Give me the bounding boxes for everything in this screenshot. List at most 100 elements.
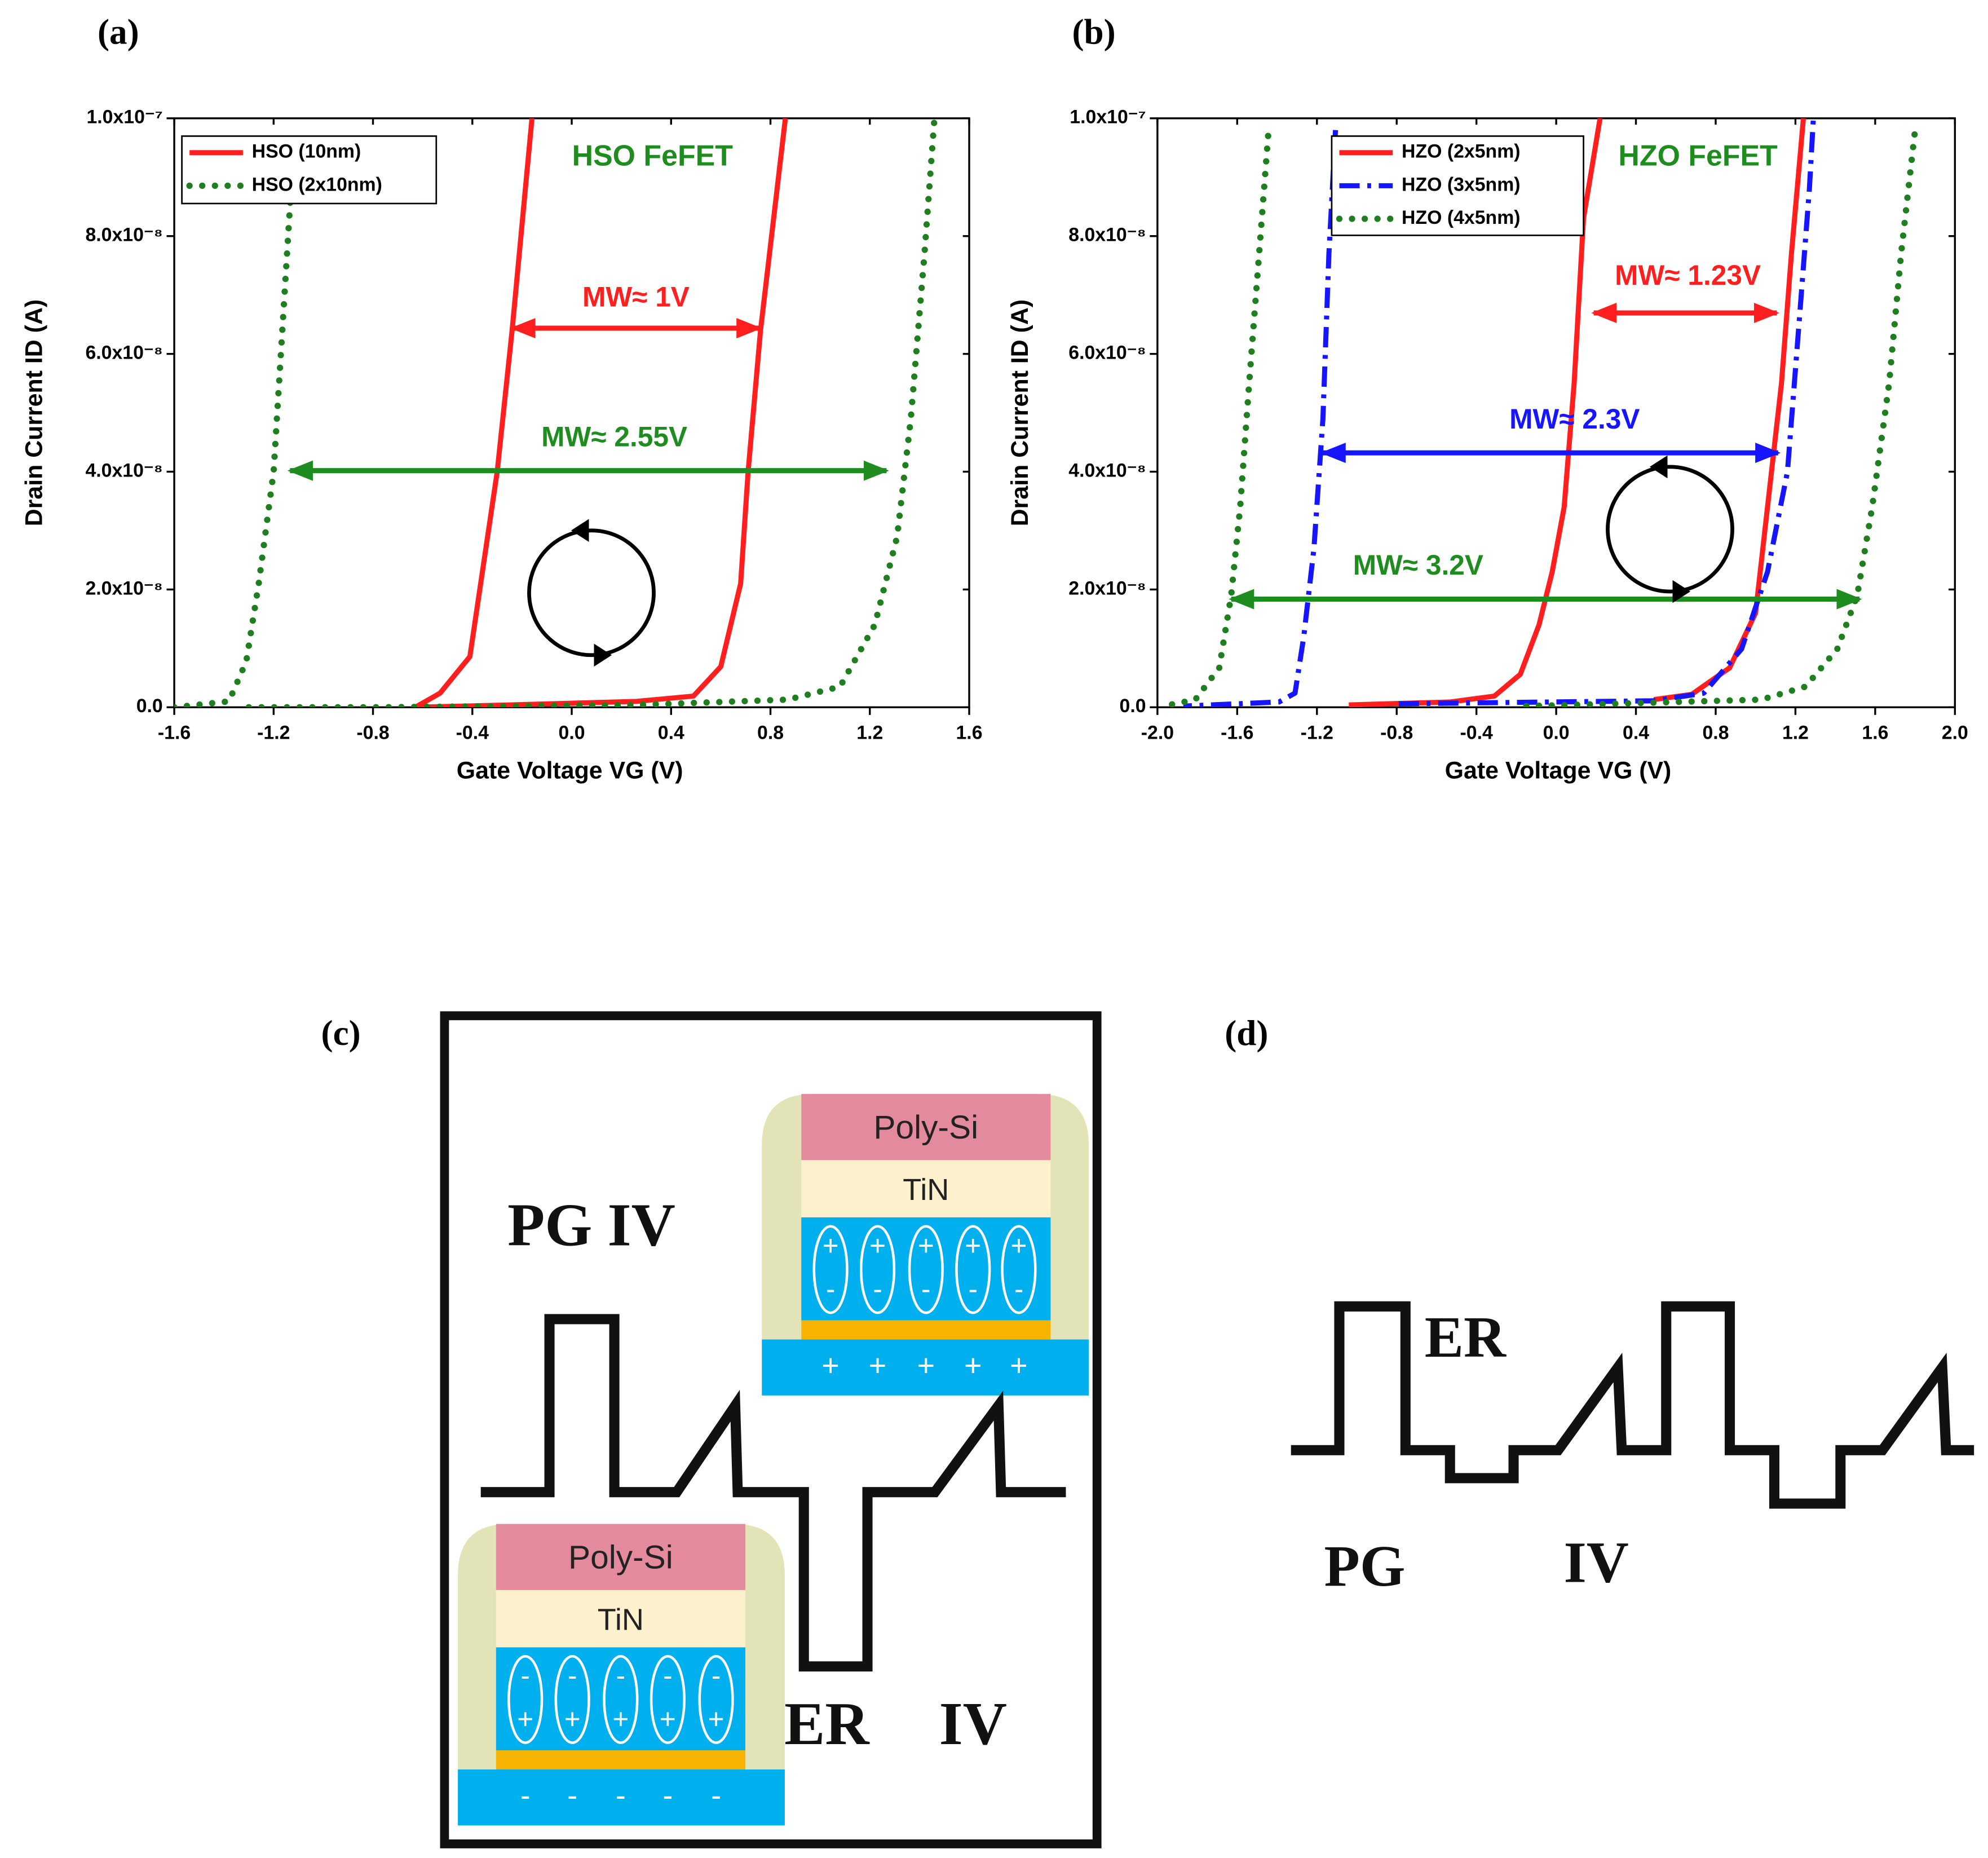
tin — [496, 1590, 745, 1648]
dipole-sign: - — [616, 1660, 626, 1692]
layer-label: Poly-Si — [568, 1539, 673, 1575]
x-tick-label: 1.2 — [1782, 722, 1809, 744]
plot-frame — [173, 117, 970, 708]
y-axis-label: Drain Current ID (A) — [20, 299, 47, 526]
y-tick-label: 1.0x10⁻⁷ — [1070, 107, 1146, 128]
x-tick-label: 0.8 — [1702, 722, 1729, 744]
dipole — [908, 1225, 944, 1314]
panel-label: (a) — [98, 12, 139, 52]
dipole-sign: + — [564, 1703, 581, 1735]
x-tick-label: -0.4 — [456, 722, 489, 744]
series-line — [1160, 127, 1919, 708]
x-tick-label: 0.0 — [1543, 722, 1570, 744]
wave-label: IV — [1564, 1530, 1629, 1595]
y-tick-label: 8.0x10⁻⁸ — [1068, 224, 1146, 246]
y-tick-label: 2.0x10⁻⁸ — [1068, 577, 1146, 599]
wave-label: ER — [1425, 1305, 1507, 1370]
legend-label: HZO (4x5nm) — [1402, 207, 1521, 228]
legend-box — [181, 135, 438, 205]
dipole-sign: - — [873, 1273, 882, 1305]
substrate — [458, 1769, 785, 1826]
dipole-sign: - — [969, 1273, 978, 1305]
substrate-sign: + — [917, 1348, 935, 1382]
legend-label: HSO (2x10nm) — [252, 174, 382, 195]
y-tick-label: 0.0 — [1120, 695, 1146, 717]
dipole-sign: + — [612, 1703, 629, 1735]
panel-label: (b) — [1072, 12, 1115, 52]
x-tick-label: -0.8 — [1380, 722, 1413, 744]
dipole-sign: + — [869, 1230, 886, 1261]
legend-label: HSO (10nm) — [252, 141, 361, 162]
loop-arrow — [1672, 580, 1691, 603]
x-tick-label: 2.0 — [1942, 722, 1968, 744]
substrate-sign: - — [567, 1778, 577, 1812]
y-tick-label: 2.0x10⁻⁸ — [85, 577, 162, 599]
series-line — [412, 118, 788, 708]
x-tick-label: 0.4 — [1623, 722, 1649, 744]
legend-label: HZO (2x5nm) — [1402, 141, 1521, 162]
y-tick-label: 6.0x10⁻⁸ — [1068, 342, 1146, 364]
y-tick-label: 8.0x10⁻⁸ — [85, 224, 162, 246]
annotation: HSO FeFET — [572, 139, 734, 171]
y-tick-label: 1.0x10⁻⁷ — [86, 107, 162, 128]
layer-label: TiN — [598, 1603, 644, 1637]
series-line — [174, 118, 938, 708]
dipole — [812, 1225, 849, 1314]
tin — [801, 1160, 1051, 1217]
dipole-sign: + — [1010, 1230, 1027, 1261]
annotation: MW≈ 3.2V — [1353, 549, 1483, 581]
x-tick-label: -1.2 — [257, 722, 290, 744]
x-tick-label: 0.0 — [559, 722, 585, 744]
panel-label: (d) — [1225, 1013, 1268, 1053]
x-axis-label: Gate Voltage VG (V) — [457, 757, 683, 784]
loop-symbol — [1606, 465, 1734, 594]
loop-arrow — [1649, 455, 1668, 479]
x-tick-label: -0.4 — [1460, 722, 1493, 744]
substrate-sign: + — [1010, 1348, 1028, 1382]
substrate-sign: - — [662, 1778, 673, 1812]
panel-label: (c) — [321, 1013, 361, 1053]
dipole-sign: + — [823, 1230, 839, 1261]
poly-si — [801, 1094, 1051, 1160]
x-tick-label: -1.6 — [158, 722, 191, 744]
dipole — [650, 1654, 686, 1744]
y-axis-label: Drain Current ID (A) — [1006, 299, 1033, 526]
annotation: MW≈ 2.55V — [541, 421, 687, 452]
y-tick-label: 4.0x10⁻⁸ — [1068, 460, 1146, 481]
x-tick-label: 1.6 — [1862, 722, 1888, 744]
dipole-sign: - — [663, 1660, 673, 1692]
dipole — [698, 1654, 734, 1744]
dipole — [1001, 1225, 1037, 1314]
x-axis-label: Gate Voltage VG (V) — [1445, 757, 1672, 784]
dipole-sign: - — [921, 1273, 931, 1305]
x-tick-label: 1.6 — [956, 722, 982, 744]
dipole-sign: - — [568, 1660, 577, 1692]
dipole — [603, 1654, 639, 1744]
annotation: HZO FeFET — [1618, 139, 1778, 171]
annotation: MW≈ 2.3V — [1509, 403, 1640, 435]
annotation: MW≈ 1V — [582, 281, 690, 312]
dipole-sign: + — [708, 1703, 724, 1735]
wave-label: PG — [1324, 1534, 1406, 1599]
loop-arrow — [571, 519, 589, 542]
dipole-sign: - — [1014, 1273, 1024, 1305]
waveform — [480, 1314, 1066, 1672]
ferroelectric — [496, 1647, 745, 1751]
poly-si — [496, 1524, 745, 1590]
substrate-sign: + — [821, 1348, 840, 1382]
substrate-sign: - — [616, 1778, 626, 1812]
x-tick-label: 0.4 — [658, 722, 684, 744]
x-tick-label: -1.2 — [1301, 722, 1333, 744]
layer-label: TiN — [903, 1173, 949, 1207]
substrate-sign: - — [520, 1778, 531, 1812]
substrate-sign: + — [869, 1348, 887, 1382]
dipole-sign: + — [965, 1230, 981, 1261]
dipole-sign: + — [517, 1703, 533, 1735]
wave-label: IV — [939, 1691, 1007, 1758]
x-tick-label: -1.6 — [1221, 722, 1253, 744]
loop-symbol — [527, 528, 656, 657]
x-tick-label: 1.2 — [856, 722, 883, 744]
dipole — [507, 1654, 544, 1744]
annotation: MW≈ 1.23V — [1615, 259, 1761, 291]
interlayer — [801, 1320, 1051, 1340]
